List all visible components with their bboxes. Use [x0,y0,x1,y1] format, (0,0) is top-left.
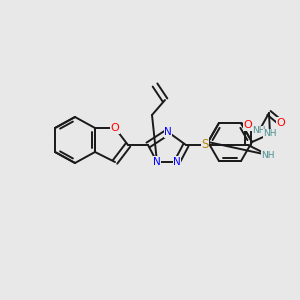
Text: NH: NH [261,151,275,160]
Text: O: O [244,120,252,130]
Text: N: N [153,157,161,167]
Text: NH: NH [252,126,266,135]
Text: O: O [111,123,119,133]
Text: O: O [277,118,285,128]
Text: N: N [164,127,172,137]
Text: NH: NH [263,130,277,139]
Text: S: S [201,139,209,152]
Text: N: N [173,157,181,167]
